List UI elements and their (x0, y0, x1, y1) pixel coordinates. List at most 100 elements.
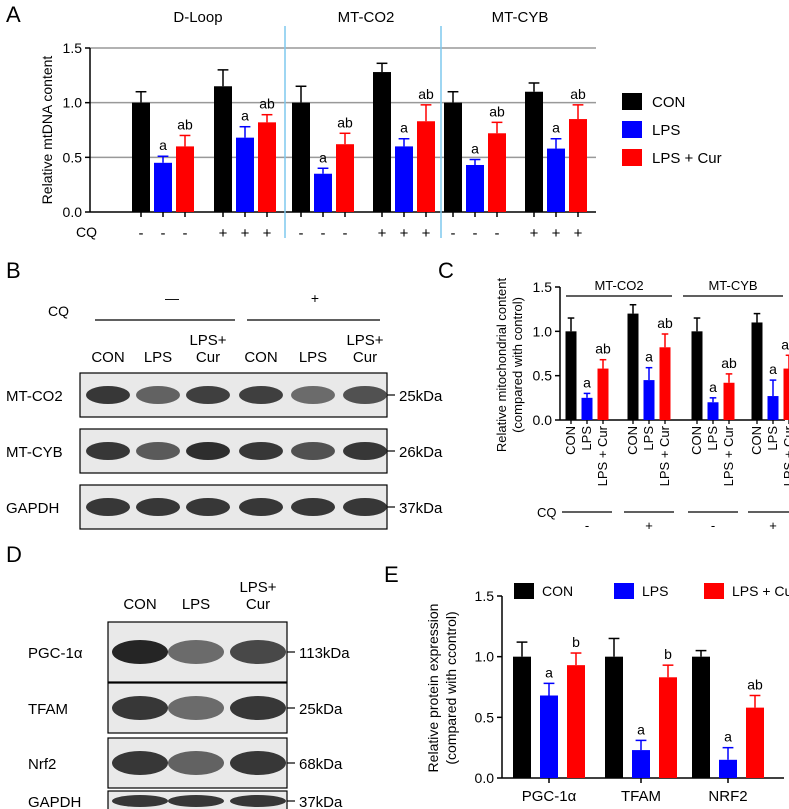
d-band (168, 751, 224, 775)
e-bar (540, 695, 558, 778)
d-row-label: GAPDH (28, 794, 81, 809)
e-bar (659, 677, 677, 778)
c-x-tick-label: CON (689, 426, 704, 455)
a-bar (214, 86, 232, 212)
e-bar (719, 759, 737, 778)
b-band (343, 498, 387, 516)
a-y-axis-label: Relative mtDNA content (39, 56, 55, 205)
a-sig-label: ab (418, 86, 434, 102)
a-legend-swatch (622, 149, 642, 166)
e-sig-label: a (724, 729, 732, 745)
a-bar (154, 162, 172, 212)
b-band (239, 442, 283, 460)
c-x-tick-label: CON (563, 426, 578, 455)
c-bar (783, 368, 789, 420)
d-lane-label-2: Cur (246, 596, 270, 613)
b-lane-label: LPS (299, 349, 327, 366)
c-bar (627, 313, 639, 420)
d-band (112, 795, 168, 807)
d-band (168, 696, 224, 720)
e-sig-label: ab (747, 676, 763, 692)
b-band (86, 442, 130, 460)
a-cq-sign: - (343, 225, 348, 242)
e-bar (746, 707, 764, 778)
e-bar (632, 750, 650, 778)
panel-e-chart: 0.0 0.5 1.0 1.5 Relative protein expression(… (425, 583, 789, 805)
c-bar (597, 368, 609, 420)
c-y-tick-label: 1.5 (533, 279, 553, 295)
a-cq-sign: + (263, 225, 272, 242)
d-size-label: 37kDa (299, 794, 343, 809)
a-sig-label: a (471, 141, 479, 157)
d-band (230, 640, 286, 664)
c-x-tick-label: LPS (705, 426, 720, 451)
c-x-tick-label: CON (625, 426, 640, 455)
b-row-label: MT-CYB (6, 444, 63, 461)
b-lane-label: CON (244, 349, 277, 366)
c-sig-label: ab (721, 355, 737, 371)
a-sig-label: ab (177, 116, 193, 132)
b-blot-frame (79, 484, 388, 530)
a-bar (569, 119, 587, 212)
c-y-axis-label-2: (compared with control) (510, 297, 525, 433)
b-band (239, 386, 283, 404)
c-bar (751, 322, 763, 420)
d-lane-label: CON (123, 596, 156, 613)
d-size-label: 25kDa (299, 701, 343, 718)
b-lane-label-2: Cur (353, 349, 377, 366)
panel-letter-a: A (6, 2, 21, 27)
a-legend-label: LPS + Cur (652, 150, 722, 167)
e-y-axis-label: Relative protein expression (425, 604, 441, 773)
e-bar (605, 656, 623, 778)
a-legend-label: LPS (652, 122, 680, 139)
c-y-tick-label: 1.0 (533, 323, 553, 339)
b-band (136, 386, 180, 404)
c-cq-sign: + (769, 518, 777, 533)
b-lane-label: LPS+ (189, 332, 226, 349)
panel-letter-b: B (6, 258, 21, 283)
e-bar (567, 665, 585, 778)
panel-d-blot: CON LPS LPS+Cur PGC-1α 113kDa TFAM 25kDa Nrf2 68… (28, 579, 350, 809)
c-sig-label: a (583, 374, 591, 390)
d-row-label: Nrf2 (28, 756, 56, 773)
a-bar (395, 146, 413, 212)
a-bar (336, 144, 354, 212)
e-y-tick-label: 0.0 (475, 770, 495, 786)
a-legend-label: CON (652, 94, 685, 111)
c-cq-sign: - (585, 518, 589, 533)
c-bar (643, 380, 655, 420)
a-cq-sign: - (451, 225, 456, 242)
b-band (239, 498, 283, 516)
e-y-tick-label: 0.5 (475, 709, 495, 725)
d-row-label: PGC-1α (28, 645, 83, 662)
a-bar (314, 173, 332, 212)
d-row-label: TFAM (28, 701, 68, 718)
c-x-tick-label: LPS + Cur (721, 425, 736, 486)
b-band (86, 386, 130, 404)
a-sig-label: ab (489, 103, 505, 119)
b-band (343, 386, 387, 404)
a-bar (444, 102, 462, 212)
d-lane-label: LPS+ (239, 579, 276, 596)
a-sig-label: a (552, 120, 560, 136)
a-gene-title: MT-CO2 (338, 9, 395, 26)
panel-letter-e: E (384, 562, 399, 587)
panel-letter-c: C (438, 258, 454, 283)
e-x-tick-label: PGC-1α (522, 788, 577, 805)
e-y-tick-label: 1.5 (475, 588, 495, 604)
a-bar (258, 122, 276, 212)
c-x-tick-label: LPS + Cur (657, 425, 672, 486)
b-row-label: GAPDH (6, 500, 59, 517)
b-lane-label: LPS (144, 349, 172, 366)
a-y-tick-label: 0.0 (63, 204, 83, 220)
a-bar (176, 146, 194, 212)
b-band (291, 498, 335, 516)
e-y-tick-label: 1.0 (475, 649, 495, 665)
a-gene-title: D-Loop (173, 9, 222, 26)
panel-a-chart: 0.0 0.5 1.0 1.5 D-Loop MT-CO2 MT-CYB - a - ab - + a + a… (39, 9, 722, 242)
a-cq-sign: + (422, 225, 431, 242)
c-gene-title: MT-CO2 (594, 278, 643, 293)
d-size-label: 113kDa (299, 645, 350, 662)
a-sig-label: ab (337, 114, 353, 130)
